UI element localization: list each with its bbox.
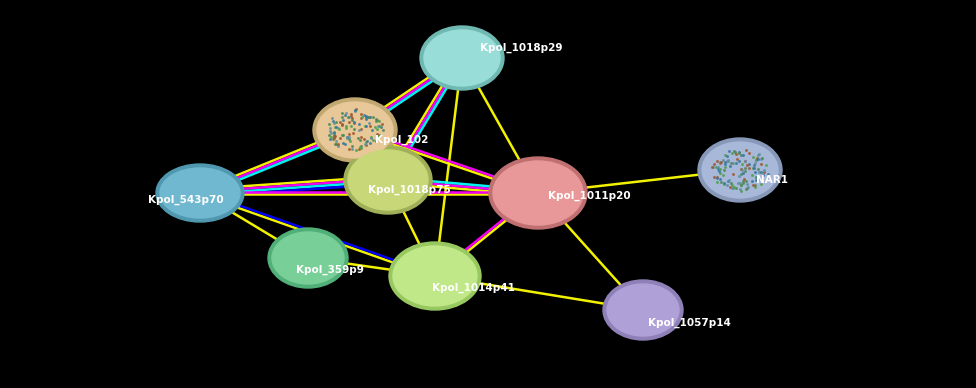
Ellipse shape	[698, 138, 782, 202]
Ellipse shape	[393, 246, 477, 306]
Ellipse shape	[313, 98, 397, 162]
Ellipse shape	[489, 157, 587, 229]
Text: Kpol_1057p14: Kpol_1057p14	[648, 318, 731, 328]
Ellipse shape	[603, 280, 683, 340]
Ellipse shape	[702, 142, 778, 198]
Text: Kpol_1018p29: Kpol_1018p29	[480, 43, 562, 53]
Ellipse shape	[160, 168, 240, 218]
Ellipse shape	[493, 161, 583, 225]
Ellipse shape	[317, 102, 393, 158]
Ellipse shape	[424, 30, 500, 86]
Text: Kpol_1014p41: Kpol_1014p41	[432, 283, 515, 293]
Ellipse shape	[268, 228, 348, 288]
Ellipse shape	[420, 26, 504, 90]
Ellipse shape	[272, 232, 344, 284]
Text: Kpol_102: Kpol_102	[375, 135, 428, 145]
Text: NAR1: NAR1	[756, 175, 788, 185]
Text: Kpol_1011p20: Kpol_1011p20	[548, 191, 630, 201]
Ellipse shape	[156, 164, 244, 222]
Ellipse shape	[389, 242, 481, 310]
Ellipse shape	[607, 284, 679, 336]
Text: Kpol_1018p75: Kpol_1018p75	[368, 185, 451, 195]
Text: Kpol_359p9: Kpol_359p9	[296, 265, 364, 275]
Ellipse shape	[348, 150, 428, 210]
Ellipse shape	[344, 146, 432, 214]
Text: Kpol_543p70: Kpol_543p70	[148, 195, 224, 205]
